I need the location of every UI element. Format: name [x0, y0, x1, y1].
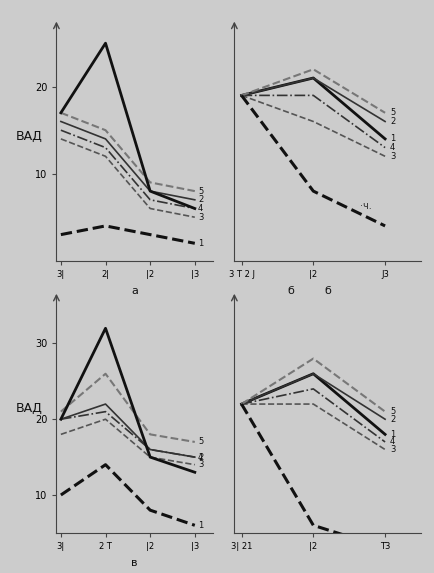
Text: 2: 2	[390, 415, 395, 423]
Text: 2: 2	[198, 195, 203, 205]
Text: 5: 5	[198, 437, 203, 446]
Text: 1: 1	[390, 430, 395, 439]
Text: 4: 4	[390, 437, 395, 446]
Text: 5: 5	[390, 108, 395, 117]
Text: 5: 5	[390, 407, 395, 416]
Text: б: б	[287, 285, 294, 296]
Y-axis label: ВАД: ВАД	[16, 402, 43, 415]
Text: 3: 3	[198, 460, 203, 469]
Text: 3: 3	[390, 445, 395, 454]
Text: 5: 5	[198, 187, 203, 195]
Text: 3: 3	[390, 152, 395, 161]
Text: 2: 2	[198, 453, 203, 462]
Text: 1: 1	[390, 135, 395, 143]
Text: а: а	[131, 285, 138, 296]
Text: 3: 3	[198, 213, 203, 222]
Text: 1: 1	[198, 521, 203, 530]
Text: Формула
зубов: Формула зубов	[378, 312, 421, 332]
Y-axis label: ВАД: ВАД	[16, 130, 43, 143]
Text: 4: 4	[198, 453, 203, 462]
Text: 1: 1	[198, 239, 203, 248]
Text: б: б	[324, 285, 331, 296]
Text: в: в	[132, 558, 138, 568]
Text: 4: 4	[390, 143, 395, 152]
Text: 2: 2	[390, 117, 395, 126]
Text: 4: 4	[198, 204, 203, 213]
Text: ·ч.: ·ч.	[360, 201, 372, 211]
